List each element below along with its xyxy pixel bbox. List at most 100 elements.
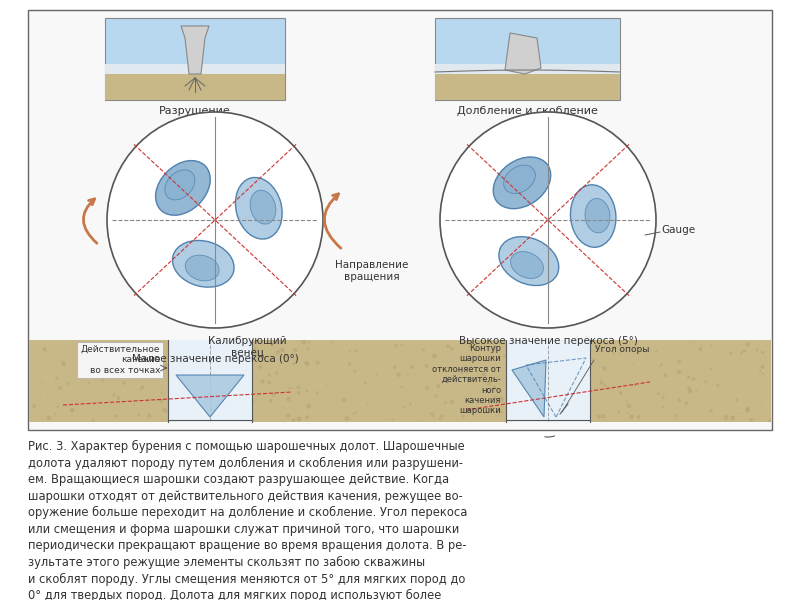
Circle shape (674, 414, 677, 417)
Circle shape (238, 353, 243, 357)
Circle shape (523, 356, 526, 358)
Circle shape (288, 387, 290, 389)
Circle shape (678, 360, 681, 364)
Text: Gauge: Gauge (661, 225, 695, 235)
Circle shape (57, 406, 59, 408)
Circle shape (615, 403, 617, 405)
Circle shape (423, 359, 425, 361)
Circle shape (157, 374, 159, 377)
Circle shape (71, 409, 74, 412)
Circle shape (657, 392, 660, 395)
Ellipse shape (499, 236, 558, 286)
Circle shape (688, 389, 692, 394)
Circle shape (154, 362, 156, 364)
Circle shape (254, 347, 258, 350)
Circle shape (133, 404, 134, 406)
Circle shape (47, 392, 49, 394)
Bar (105, 18, 285, 100)
Circle shape (626, 404, 631, 408)
Circle shape (283, 353, 288, 358)
Circle shape (189, 390, 190, 392)
Text: Калибрующий
венец: Калибрующий венец (208, 336, 286, 358)
Circle shape (479, 354, 480, 355)
Circle shape (746, 408, 750, 412)
Circle shape (401, 344, 403, 346)
Circle shape (662, 406, 665, 409)
Text: Угол опоры: Угол опоры (595, 345, 650, 354)
Ellipse shape (185, 255, 219, 281)
Circle shape (506, 353, 510, 357)
Circle shape (293, 362, 295, 365)
Circle shape (462, 415, 465, 418)
Circle shape (482, 372, 486, 377)
Circle shape (407, 373, 409, 376)
Circle shape (293, 348, 298, 352)
Circle shape (635, 409, 636, 410)
Circle shape (354, 370, 356, 373)
Circle shape (215, 380, 218, 382)
Circle shape (742, 349, 746, 353)
Circle shape (332, 342, 334, 344)
Circle shape (206, 346, 211, 351)
Circle shape (116, 349, 120, 352)
Circle shape (503, 355, 506, 357)
Circle shape (490, 367, 492, 368)
Circle shape (393, 365, 396, 369)
Circle shape (497, 409, 501, 413)
Circle shape (205, 349, 206, 350)
Circle shape (116, 365, 121, 370)
Text: Действительное
качение
во всех точках: Действительное качение во всех точках (81, 345, 160, 375)
Circle shape (122, 381, 126, 385)
Circle shape (54, 413, 57, 415)
Circle shape (316, 391, 318, 394)
Circle shape (699, 349, 702, 352)
Circle shape (587, 389, 590, 392)
Circle shape (460, 371, 463, 374)
Circle shape (626, 412, 629, 414)
Circle shape (397, 372, 401, 377)
Circle shape (730, 416, 734, 421)
Circle shape (366, 403, 368, 405)
Circle shape (582, 343, 584, 345)
Text: Малое значение перекоса (0°): Малое значение перекоса (0°) (132, 354, 298, 364)
Circle shape (306, 403, 311, 409)
Circle shape (569, 402, 570, 403)
Circle shape (486, 382, 491, 386)
Circle shape (108, 342, 112, 345)
Circle shape (735, 389, 737, 391)
Ellipse shape (235, 178, 282, 239)
Circle shape (230, 376, 231, 377)
Ellipse shape (173, 241, 234, 287)
Circle shape (695, 391, 698, 393)
Circle shape (632, 363, 634, 364)
Circle shape (699, 347, 701, 349)
Circle shape (271, 393, 275, 397)
Circle shape (124, 352, 126, 354)
Circle shape (498, 383, 499, 385)
Circle shape (759, 402, 761, 404)
Circle shape (297, 386, 300, 389)
Circle shape (482, 374, 484, 376)
Circle shape (470, 377, 472, 380)
Circle shape (735, 398, 738, 401)
Circle shape (663, 393, 665, 395)
Circle shape (602, 366, 607, 371)
Circle shape (450, 347, 454, 350)
Circle shape (444, 401, 447, 404)
Circle shape (113, 393, 115, 396)
Circle shape (39, 393, 41, 395)
Circle shape (633, 384, 636, 387)
Circle shape (315, 415, 317, 417)
Ellipse shape (155, 161, 210, 215)
Circle shape (469, 344, 473, 349)
Circle shape (645, 357, 647, 359)
Circle shape (117, 396, 121, 400)
Circle shape (740, 352, 742, 354)
Circle shape (687, 386, 691, 391)
Circle shape (291, 387, 292, 388)
Polygon shape (512, 360, 546, 417)
Circle shape (278, 351, 280, 352)
Circle shape (604, 385, 606, 387)
Circle shape (58, 386, 62, 390)
Circle shape (110, 358, 113, 361)
